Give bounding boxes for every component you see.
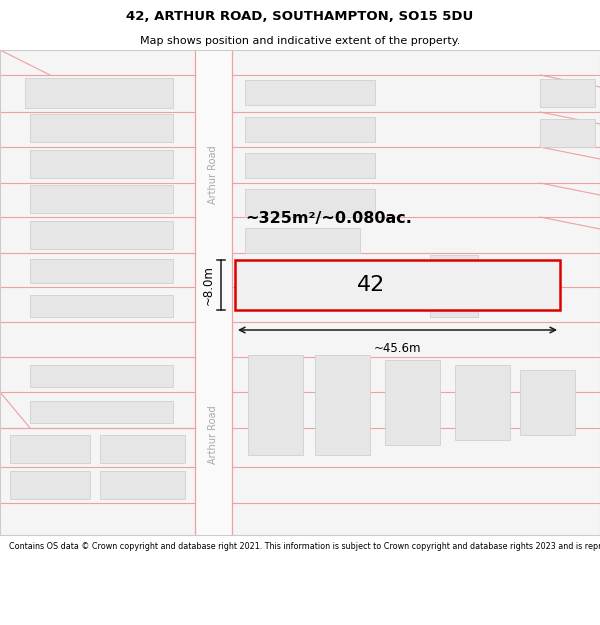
Bar (540, 119, 595, 147)
Bar (245, 228, 360, 253)
Bar (30, 150, 173, 178)
Text: ~325m²/~0.080ac.: ~325m²/~0.080ac. (245, 211, 412, 226)
Text: 42, ARTHUR ROAD, SOUTHAMPTON, SO15 5DU: 42, ARTHUR ROAD, SOUTHAMPTON, SO15 5DU (127, 10, 473, 23)
Bar (25, 78, 173, 108)
Bar (520, 370, 575, 435)
Bar (430, 255, 478, 277)
Text: Map shows position and indicative extent of the property.: Map shows position and indicative extent… (140, 36, 460, 46)
Bar (248, 355, 303, 455)
Text: Arthur Road: Arthur Road (209, 406, 218, 464)
Text: ~45.6m: ~45.6m (374, 342, 421, 355)
Bar (10, 471, 90, 499)
Bar (245, 189, 375, 217)
Bar (455, 365, 510, 440)
Bar (245, 80, 375, 105)
Bar (30, 401, 173, 423)
Bar (100, 435, 185, 463)
Bar (100, 471, 185, 499)
Bar (195, 50, 232, 535)
Bar (30, 185, 173, 213)
Text: Contains OS data © Crown copyright and database right 2021. This information is : Contains OS data © Crown copyright and d… (9, 542, 600, 551)
Bar (10, 435, 90, 463)
Bar (315, 355, 370, 455)
Bar (430, 295, 478, 317)
Text: Arthur Road: Arthur Road (209, 146, 218, 204)
Bar (540, 79, 595, 107)
Bar (245, 117, 375, 142)
Bar (245, 153, 375, 178)
Bar (30, 259, 173, 283)
Bar (30, 365, 173, 387)
Bar (235, 260, 560, 310)
Bar (30, 221, 173, 249)
Bar (385, 360, 440, 445)
Text: 42: 42 (358, 275, 386, 295)
Bar (30, 295, 173, 317)
Bar (30, 114, 173, 142)
Text: ~8.0m: ~8.0m (202, 265, 215, 305)
